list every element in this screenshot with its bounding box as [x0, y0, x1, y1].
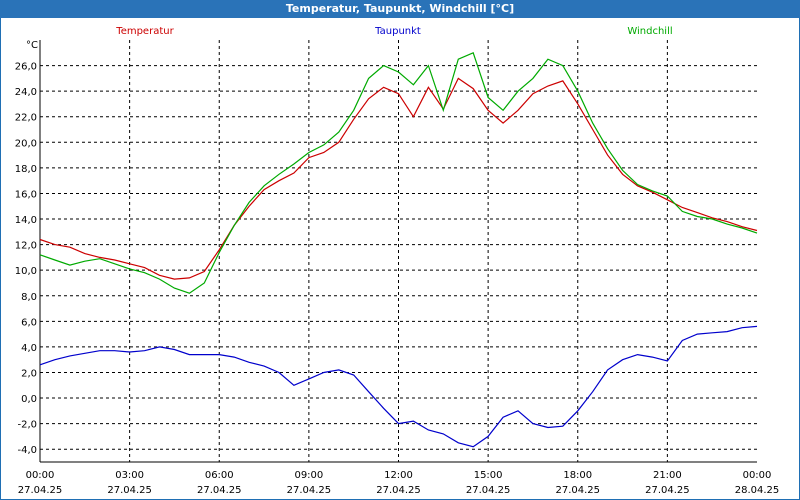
axes: 26,0 24,0 22,0 20,0 18,0 16,0 14,0 12,0 10,0 8,0 6…: [15, 40, 780, 496]
y-axis-unit-label: °C: [26, 40, 38, 51]
x-tick-date: 28.04.25: [735, 485, 780, 496]
x-tick-time: 06:00: [205, 470, 234, 481]
x-tick-date: 27.04.25: [107, 485, 152, 496]
y-tick-label: 18,0: [15, 164, 37, 175]
y-tick-label: 22,0: [15, 113, 37, 124]
x-tick-time: 18:00: [563, 470, 592, 481]
y-tick-label: -4,0: [17, 445, 37, 456]
y-tick-label: 16,0: [15, 189, 37, 200]
series-line-windchill: [39, 51, 758, 294]
x-tick-time: 03:00: [115, 470, 144, 481]
x-tick-date: 27.04.25: [197, 485, 242, 496]
x-tick-date: 27.04.25: [376, 485, 421, 496]
x-tick-date: 27.04.25: [18, 485, 63, 496]
y-tick-label: 20,0: [15, 138, 37, 149]
y-tick-label: 26,0: [15, 62, 37, 73]
series-line-taupunkt: [39, 325, 758, 448]
x-tick-time: 00:00: [743, 470, 772, 481]
series-line-temperatur: [39, 77, 758, 280]
y-tick-label: 8,0: [21, 292, 37, 303]
y-tick-label: -2,0: [17, 420, 37, 431]
y-tick-label: 2,0: [21, 368, 37, 379]
y-tick-label: 24,0: [15, 87, 37, 98]
x-tick-date: 27.04.25: [287, 485, 332, 496]
window-title: Temperatur, Taupunkt, Windchill [°C]: [0, 0, 800, 18]
x-tick-time: 21:00: [653, 470, 682, 481]
y-tick-label: 12,0: [15, 241, 37, 252]
y-tick-label: 0,0: [21, 394, 37, 405]
y-tick-label: 6,0: [21, 317, 37, 328]
x-tick-time: 15:00: [474, 470, 503, 481]
grid: [40, 40, 757, 462]
y-tick-label: 14,0: [15, 215, 37, 226]
x-tick-time: 09:00: [294, 470, 323, 481]
x-tick-time: 12:00: [384, 470, 413, 481]
legend-temperatur: Temperatur: [115, 26, 174, 37]
x-tick-date: 27.04.25: [645, 485, 690, 496]
y-tick-label: 4,0: [21, 343, 37, 354]
x-tick-date: 27.04.25: [466, 485, 511, 496]
y-tick-label: 10,0: [15, 266, 37, 277]
series-lines: [39, 51, 758, 448]
legend-taupunkt: Taupunkt: [374, 26, 421, 37]
legend-windchill: Windchill: [627, 26, 672, 37]
x-tick-time: 00:00: [26, 470, 55, 481]
x-tick-date: 27.04.25: [555, 485, 600, 496]
